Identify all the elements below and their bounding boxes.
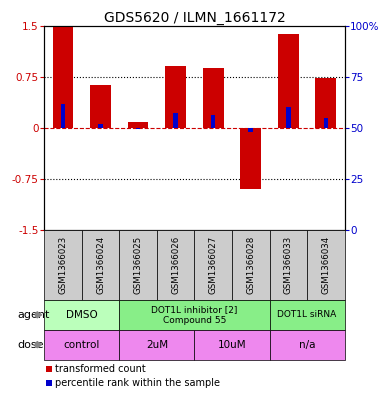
Text: DOT1L inhibitor [2]
Compound 55: DOT1L inhibitor [2] Compound 55	[151, 305, 238, 325]
Bar	[98, 124, 103, 128]
Bar	[248, 128, 253, 132]
Bar	[53, 26, 74, 128]
Text: GSM1366024: GSM1366024	[96, 236, 105, 294]
Text: dose: dose	[17, 340, 44, 350]
Text: 2uM: 2uM	[146, 340, 168, 350]
Text: GSM1366025: GSM1366025	[134, 236, 142, 294]
Bar	[240, 128, 261, 189]
Bar	[128, 122, 149, 128]
Text: DMSO: DMSO	[66, 310, 98, 320]
Text: 10uM: 10uM	[218, 340, 246, 350]
Bar	[165, 66, 186, 128]
Bar	[286, 107, 291, 128]
Text: agent: agent	[17, 310, 50, 320]
Text: percentile rank within the sample: percentile rank within the sample	[55, 378, 221, 388]
Text: GSM1366027: GSM1366027	[209, 236, 218, 294]
Text: control: control	[64, 340, 100, 350]
Text: GSM1366034: GSM1366034	[321, 236, 330, 294]
Bar	[203, 68, 224, 128]
Text: GSM1366023: GSM1366023	[59, 236, 67, 294]
Text: transformed count: transformed count	[55, 364, 146, 374]
Title: GDS5620 / ILMN_1661172: GDS5620 / ILMN_1661172	[104, 11, 285, 24]
Bar	[278, 34, 299, 128]
Text: DOT1L siRNA: DOT1L siRNA	[278, 310, 336, 320]
Bar	[323, 118, 328, 128]
Text: GSM1366026: GSM1366026	[171, 236, 180, 294]
Bar	[90, 86, 111, 128]
Bar	[211, 116, 216, 128]
Bar	[173, 113, 178, 128]
Bar	[136, 128, 141, 129]
Text: GSM1366028: GSM1366028	[246, 236, 255, 294]
Bar	[61, 104, 65, 128]
Bar	[315, 78, 336, 128]
Text: GSM1366033: GSM1366033	[284, 236, 293, 294]
Text: n/a: n/a	[299, 340, 315, 350]
